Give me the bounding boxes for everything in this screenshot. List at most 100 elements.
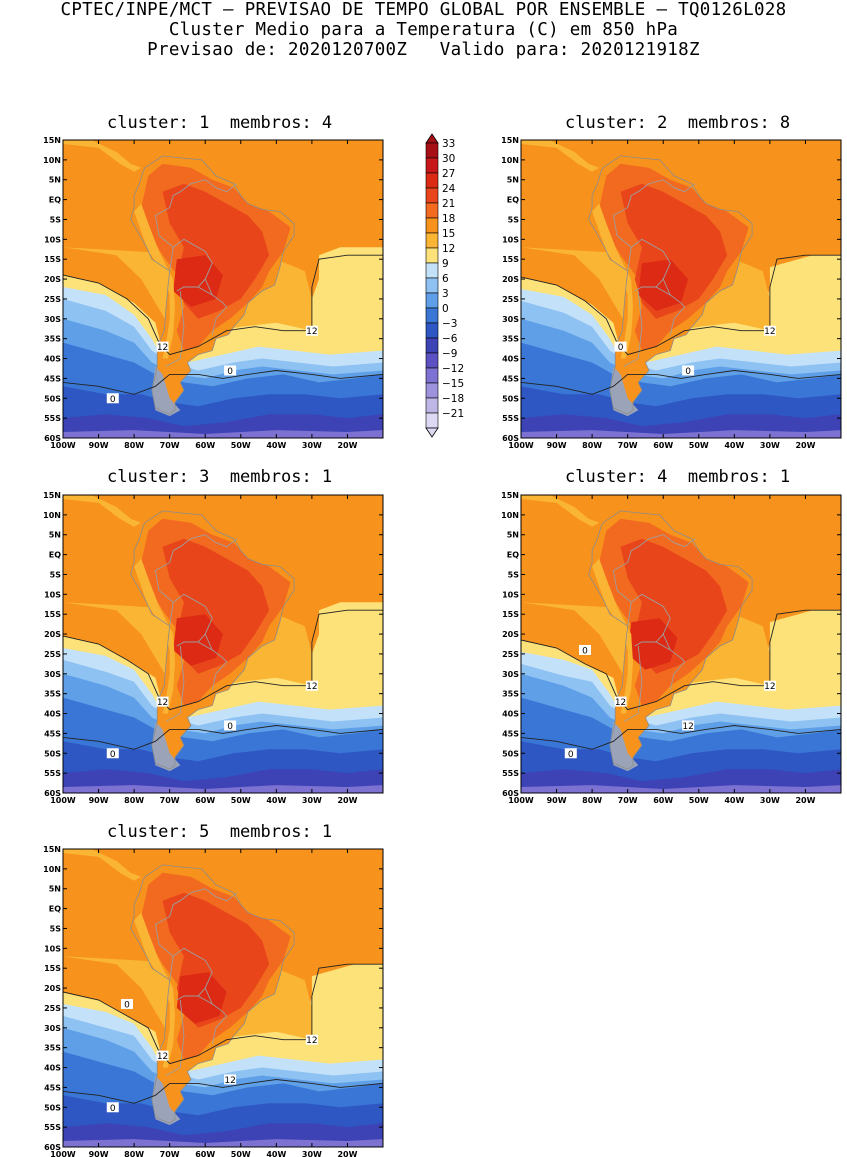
lat-tick-label: 20S: [44, 275, 61, 284]
band-minus9: [63, 430, 383, 438]
band-minus9: [521, 785, 841, 793]
legend-swatch: [425, 247, 439, 264]
lat-tick-label: 40S: [502, 355, 519, 364]
lon-tick-label: 90W: [547, 441, 567, 448]
lon-tick-label: 60W: [195, 441, 215, 448]
andes-15: [592, 558, 633, 714]
contour-12: [520, 609, 841, 711]
lat-tick-label: 50S: [44, 394, 61, 403]
panel-title: cluster: 1 membros: 4: [107, 113, 333, 133]
header-subtitle: Cluster Medio para a Temperatura (C) em …: [168, 20, 679, 40]
lon-tick-label: 70W: [160, 441, 180, 448]
lat-tick-label: 35S: [44, 1044, 61, 1053]
map-frame: [520, 494, 842, 794]
lat-tick-label: EQ: [507, 551, 519, 560]
lat-tick-label: 35S: [502, 335, 519, 344]
legend-swatch: [425, 142, 439, 159]
lon-tick-label: 90W: [89, 796, 109, 803]
lon-tick-label: 80W: [124, 796, 144, 803]
contour-label: 0: [106, 748, 119, 760]
contour-12: [62, 963, 383, 1065]
lat-tick-label: 15N: [501, 136, 519, 145]
legend-level-label: −15: [442, 378, 464, 390]
atlantic-warm-12: [762, 610, 841, 698]
lat-tick-label: 55S: [502, 414, 519, 423]
lat-tick-label: 30S: [44, 670, 61, 679]
svg-text:0: 0: [582, 646, 588, 656]
coastline: [130, 155, 295, 415]
legend-level-label: −6: [442, 333, 458, 345]
legend-level-label: 12: [442, 243, 455, 255]
andes-15: [592, 203, 633, 359]
legend-level-label: 9: [442, 258, 449, 270]
lon-tick-label: 80W: [124, 441, 144, 448]
heat-27: [173, 614, 223, 666]
lat-tick-label: 5N: [507, 531, 519, 540]
lon-tick-label: 90W: [547, 796, 567, 803]
coastline: [130, 864, 295, 1124]
lat-tick-label: 10S: [44, 590, 61, 599]
svg-text:12: 12: [157, 1052, 168, 1062]
legend-swatch: [425, 292, 439, 309]
contour-label: 12: [156, 1050, 169, 1062]
temperature-map: 12 12 12 0 0 15N 10N 5N EQ 5S 10S 15S 20S 25S 30S 35S 40…: [43, 845, 384, 1157]
lon-tick-label: 70W: [160, 1150, 180, 1157]
country-border: [197, 641, 213, 651]
legend-swatch: [425, 277, 439, 294]
lat-tick-label: 60S: [44, 434, 61, 443]
lat-tick-label: 20S: [44, 984, 61, 993]
legend-level-label: 30: [442, 153, 455, 165]
lat-tick-label: 10N: [43, 511, 61, 520]
svg-text:0: 0: [618, 343, 624, 353]
contour-label: 0: [682, 365, 695, 377]
svg-text:0: 0: [568, 750, 574, 760]
lat-tick-label: 10N: [43, 865, 61, 874]
map-frame: [62, 848, 384, 1148]
lat-tick-label: 40S: [44, 355, 61, 364]
legend-swatch: [425, 412, 439, 429]
svg-text:12: 12: [306, 1036, 317, 1046]
lat-tick-label: 25S: [44, 295, 61, 304]
lat-tick-label: 15N: [43, 491, 61, 500]
lat-tick-label: 50S: [502, 749, 519, 758]
contour-label: 0: [564, 748, 577, 760]
contour-label: 0: [121, 998, 133, 1010]
country-border: [612, 534, 696, 603]
heat-27: [638, 259, 689, 311]
andes-15: [134, 558, 175, 714]
lat-tick-label: 5S: [508, 570, 520, 579]
svg-text:0: 0: [110, 750, 116, 760]
lat-tick-label: 10S: [44, 944, 61, 953]
contour-0: [62, 370, 384, 395]
lat-tick-label: EQ: [507, 196, 519, 205]
lat-tick-label: 45S: [44, 729, 61, 738]
band-minus9: [63, 1139, 383, 1147]
country-border: [662, 278, 686, 335]
country-border: [197, 286, 213, 296]
legend-swatch: [425, 352, 439, 369]
lon-tick-label: 60W: [653, 441, 673, 448]
patagonia-land: [151, 721, 181, 772]
country-border: [169, 238, 213, 292]
legend-swatch: [425, 307, 439, 324]
panel-title: cluster: 4 membros: 1: [565, 467, 791, 487]
legend-swatch: [425, 232, 439, 249]
patagonia-land: [609, 721, 639, 772]
panel-title: cluster: 3 membros: 1: [107, 467, 333, 487]
lon-tick-label: 20W: [337, 796, 357, 803]
lat-tick-label: 30S: [44, 1024, 61, 1033]
lat-tick-label: 50S: [44, 1103, 61, 1112]
andes-15: [134, 203, 175, 359]
header: CPTEC/INPE/MCT – PREVISAO DE TEMPO GLOBA…: [0, 0, 847, 60]
temperature-map: 12 0 0 15N 10N 5N EQ 5S 10S 15S 20S 25S 30S 35S 40S 45S…: [501, 136, 842, 448]
country-border: [165, 999, 185, 1076]
lat-tick-label: 5S: [508, 215, 520, 224]
lon-tick-label: 100W: [508, 441, 534, 448]
contour-label: 12: [156, 341, 169, 353]
lat-tick-label: 5N: [49, 531, 61, 540]
contour-12: [520, 254, 841, 356]
svg-text:12: 12: [682, 722, 693, 732]
atlantic-warm-12: [304, 964, 383, 1052]
svg-text:12: 12: [306, 327, 317, 337]
lat-tick-label: 45S: [502, 374, 519, 383]
